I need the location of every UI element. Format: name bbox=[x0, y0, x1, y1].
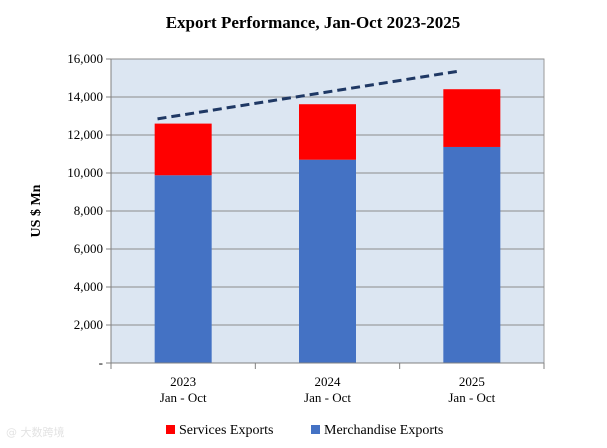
y-tick-label: 2,000 bbox=[74, 317, 103, 332]
x-tick-label: Jan - Oct bbox=[160, 390, 207, 405]
y-tick-label: 14,000 bbox=[67, 89, 103, 104]
bar-merchandise-exports bbox=[154, 175, 212, 363]
legend-label: Services Exports bbox=[179, 423, 273, 438]
y-tick-label: 4,000 bbox=[74, 279, 103, 294]
x-tick-label: Jan - Oct bbox=[448, 390, 495, 405]
x-tick-label: 2024 bbox=[315, 374, 342, 389]
trend-line bbox=[157, 69, 458, 121]
bar-services-exports bbox=[299, 104, 356, 160]
y-tick-label: 16,000 bbox=[67, 51, 103, 66]
x-tick-label: 2025 bbox=[459, 374, 485, 389]
watermark: @ 大数跨境 bbox=[6, 426, 65, 439]
x-tick-label: 2023 bbox=[170, 374, 196, 389]
x-tick-label: Jan - Oct bbox=[304, 390, 351, 405]
y-tick-label: 12,000 bbox=[67, 127, 103, 142]
legend-swatch bbox=[166, 425, 175, 434]
legend-swatch bbox=[311, 425, 320, 434]
bar-services-exports bbox=[154, 123, 212, 176]
legend: Services Exports Merchandise Exports bbox=[166, 423, 443, 438]
y-tick-label: 6,000 bbox=[74, 241, 103, 256]
y-tick-label: 10,000 bbox=[67, 165, 103, 180]
bar-services-exports bbox=[443, 89, 501, 147]
y-tick-label: - bbox=[99, 355, 103, 370]
y-tick-label: 8,000 bbox=[74, 203, 103, 218]
chart-title: Export Performance, Jan-Oct 2023-2025 bbox=[166, 13, 461, 32]
bar-merchandise-exports bbox=[443, 146, 501, 363]
legend-label: Merchandise Exports bbox=[324, 423, 443, 438]
bars bbox=[154, 89, 501, 363]
y-axis-label: US $ Mn bbox=[29, 184, 44, 237]
bar-merchandise-exports bbox=[299, 159, 356, 363]
y-axis: - 2,000 4,000 6,000 8,000 10,000 12,000 14,000 1… bbox=[67, 51, 112, 370]
